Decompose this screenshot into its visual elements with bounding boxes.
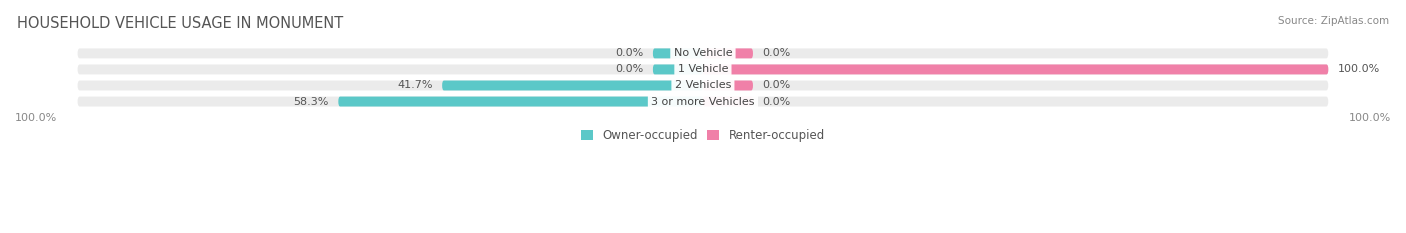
Text: HOUSEHOLD VEHICLE USAGE IN MONUMENT: HOUSEHOLD VEHICLE USAGE IN MONUMENT <box>17 16 343 31</box>
FancyBboxPatch shape <box>652 65 703 74</box>
FancyBboxPatch shape <box>77 96 1329 106</box>
FancyBboxPatch shape <box>703 81 754 90</box>
FancyBboxPatch shape <box>77 81 1329 90</box>
FancyBboxPatch shape <box>703 65 1329 74</box>
Text: 0.0%: 0.0% <box>616 65 644 74</box>
FancyBboxPatch shape <box>77 48 1329 58</box>
FancyBboxPatch shape <box>339 96 703 106</box>
Text: 100.0%: 100.0% <box>1348 113 1391 123</box>
Text: No Vehicle: No Vehicle <box>673 48 733 58</box>
Text: 0.0%: 0.0% <box>762 80 790 90</box>
Text: Source: ZipAtlas.com: Source: ZipAtlas.com <box>1278 16 1389 26</box>
Text: 58.3%: 58.3% <box>294 96 329 106</box>
Legend: Owner-occupied, Renter-occupied: Owner-occupied, Renter-occupied <box>581 129 825 142</box>
Text: 3 or more Vehicles: 3 or more Vehicles <box>651 96 755 106</box>
Text: 2 Vehicles: 2 Vehicles <box>675 80 731 90</box>
FancyBboxPatch shape <box>441 81 703 90</box>
Text: 41.7%: 41.7% <box>398 80 433 90</box>
FancyBboxPatch shape <box>652 48 703 58</box>
Text: 100.0%: 100.0% <box>15 113 58 123</box>
FancyBboxPatch shape <box>703 48 754 58</box>
Text: 100.0%: 100.0% <box>1337 65 1379 74</box>
FancyBboxPatch shape <box>703 96 754 106</box>
Text: 1 Vehicle: 1 Vehicle <box>678 65 728 74</box>
Text: 0.0%: 0.0% <box>762 48 790 58</box>
FancyBboxPatch shape <box>77 65 1329 74</box>
Text: 0.0%: 0.0% <box>616 48 644 58</box>
Text: 0.0%: 0.0% <box>762 96 790 106</box>
